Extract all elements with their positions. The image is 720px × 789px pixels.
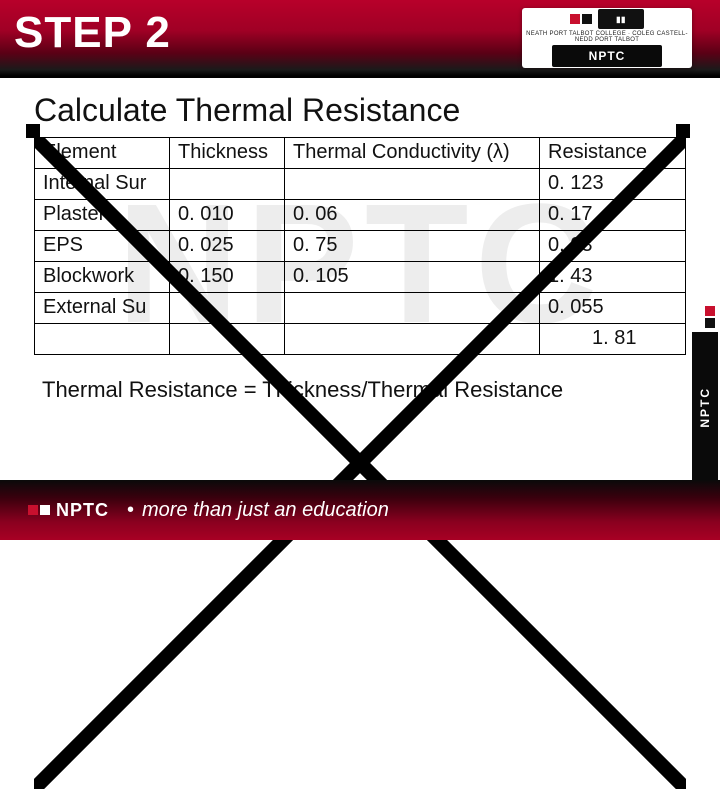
cell-thickness: 0. 025: [170, 231, 285, 262]
cell-element: Blockwork: [35, 262, 170, 293]
cell-element: EPS: [35, 231, 170, 262]
cell-resistance: 0. 03: [540, 231, 686, 262]
footer-squares-icon: [28, 505, 50, 515]
table-header-row: Element Thickness Thermal Conductivity (…: [35, 138, 686, 169]
col-lambda: Thermal Conductivity (λ): [285, 138, 540, 169]
logo-org-line: NEATH PORT TALBOT COLLEGE · COLEG CASTEL…: [522, 31, 692, 43]
page-subtitle: Calculate Thermal Resistance: [34, 92, 686, 129]
footer-tagline: •more than just an education: [119, 499, 389, 522]
cell-resistance: 0. 055: [540, 293, 686, 324]
mini-badge: ▮▮: [598, 9, 644, 29]
cell-thickness: 0. 150: [170, 262, 285, 293]
cell-empty: [35, 324, 170, 355]
college-logo: ▮▮ NEATH PORT TALBOT COLLEGE · COLEG CAS…: [522, 8, 692, 68]
cell-element: Plaster: [35, 200, 170, 231]
cell-empty: [285, 324, 540, 355]
step-title: STEP 2: [0, 0, 171, 58]
table-row: Plaster 0. 010 0. 06 0. 17: [35, 200, 686, 231]
cell-empty: [170, 324, 285, 355]
cell-total: 1. 81: [540, 324, 686, 355]
footer-acronym: NPTC: [56, 500, 109, 521]
footer-logo: NPTC: [28, 500, 109, 521]
cell-resistance: 0. 17: [540, 200, 686, 231]
logo-acronym: NPTC: [552, 45, 662, 67]
resistance-table-wrap: NPTC Element Thickness Thermal Conductiv…: [34, 137, 686, 355]
title-band: STEP 2 ▮▮ NEATH PORT TALBOT COLLEGE · CO…: [0, 0, 720, 78]
formula-text: Thermal Resistance = Thickness/Thermal R…: [42, 377, 686, 403]
table-row: External Su 0. 055: [35, 293, 686, 324]
cell-thickness: [170, 169, 285, 200]
cell-lambda: 0. 06: [285, 200, 540, 231]
col-element: Element: [35, 138, 170, 169]
col-resistance: Resistance: [540, 138, 686, 169]
table-row: Blockwork 0. 150 0. 105 1. 43: [35, 262, 686, 293]
side-badge: NPTC: [692, 332, 718, 482]
resistance-table: Element Thickness Thermal Conductivity (…: [34, 137, 686, 355]
cell-lambda: 0. 105: [285, 262, 540, 293]
col-thickness: Thickness: [170, 138, 285, 169]
table-row: EPS 0. 025 0. 75 0. 03: [35, 231, 686, 262]
logo-squares-icon: [570, 14, 592, 24]
cell-resistance: 0. 123: [540, 169, 686, 200]
footer-band: NPTC •more than just an education: [0, 480, 720, 540]
content-area: Calculate Thermal Resistance NPTC Elemen…: [0, 78, 720, 403]
cell-lambda: [285, 169, 540, 200]
cell-element: External Su: [35, 293, 170, 324]
cell-resistance: 1. 43: [540, 262, 686, 293]
side-squares-icon: [705, 306, 715, 328]
cell-thickness: [170, 293, 285, 324]
cell-lambda: [285, 293, 540, 324]
table-total-row: 1. 81: [35, 324, 686, 355]
table-row: Internal Sur 0. 123: [35, 169, 686, 200]
cell-element: Internal Sur: [35, 169, 170, 200]
cell-lambda: 0. 75: [285, 231, 540, 262]
cell-thickness: 0. 010: [170, 200, 285, 231]
